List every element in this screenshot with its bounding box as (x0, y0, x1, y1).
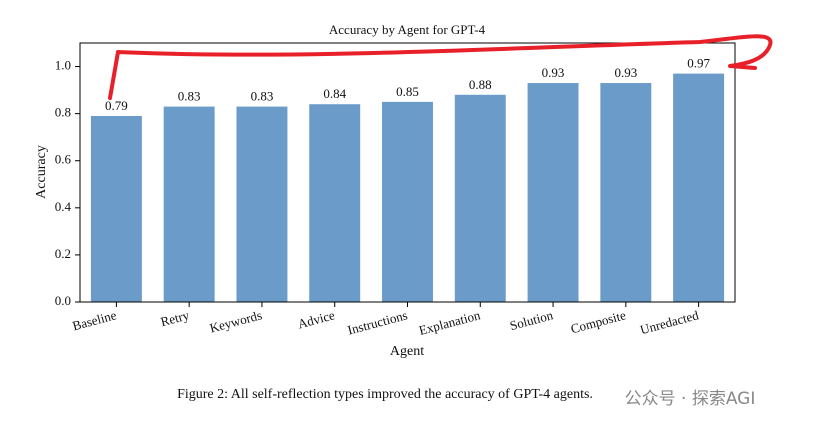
data-label: 0.79 (105, 98, 128, 113)
x-axis-label: Agent (390, 344, 424, 359)
y-tick-label: 0.6 (55, 152, 72, 167)
y-tick-label: 1.0 (55, 58, 71, 73)
data-label: 0.88 (469, 77, 492, 92)
bar (90, 115, 142, 302)
data-label: 0.83 (251, 89, 274, 104)
bar (454, 94, 506, 302)
data-label: 0.97 (687, 56, 710, 71)
data-label: 0.85 (396, 84, 419, 99)
chart-title: Accuracy by Agent for GPT-4 (329, 22, 486, 37)
y-tick-label: 0.4 (55, 199, 72, 214)
bar (527, 83, 579, 302)
bar (673, 73, 725, 302)
data-label: 0.83 (178, 89, 201, 104)
y-tick-label: 0.2 (55, 246, 71, 261)
bar (309, 104, 361, 302)
bar (600, 83, 652, 302)
annotation-stroke (108, 34, 773, 100)
caption: Figure 2: All self-reflection types impr… (177, 387, 593, 402)
bar (163, 106, 215, 302)
y-axis-label: Accuracy (34, 145, 49, 199)
plot-frame (79, 42, 736, 303)
y-tick-label: 0.0 (55, 293, 71, 308)
x-tick-label: Retry (159, 307, 191, 329)
bar (236, 106, 288, 302)
y-tick-label: 0.8 (55, 105, 71, 120)
data-label: 0.84 (323, 86, 346, 101)
watermark: 公众号 · 探索AGI (625, 389, 756, 409)
data-label: 0.93 (542, 65, 565, 80)
bar (382, 101, 433, 302)
data-label: 0.93 (614, 65, 637, 80)
